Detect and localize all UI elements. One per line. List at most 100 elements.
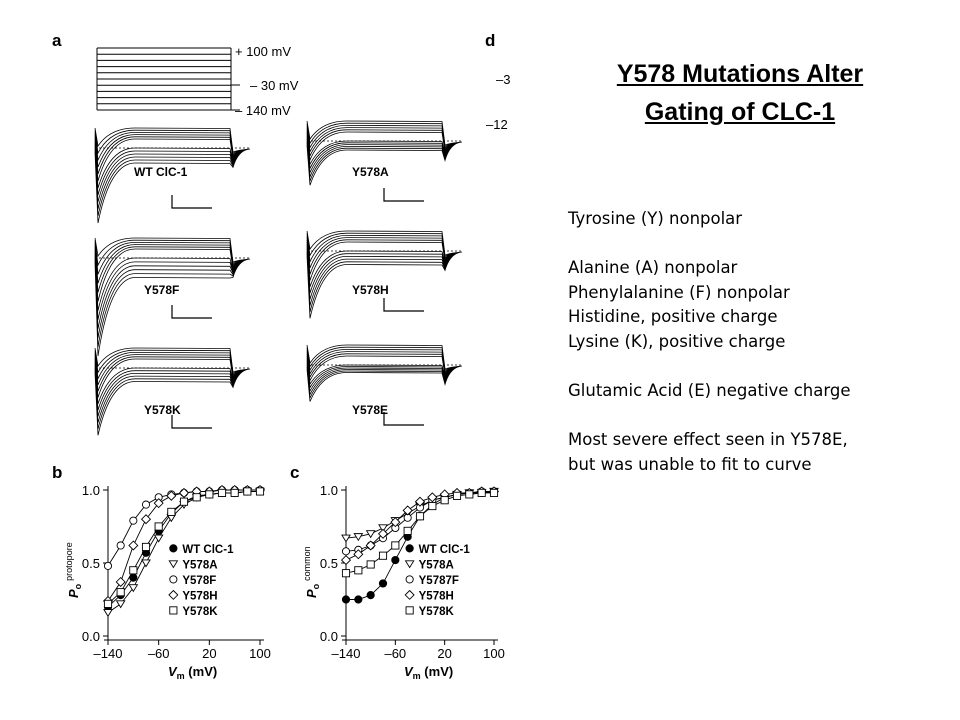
marker-open-square xyxy=(489,488,499,497)
legend-label: WT ClC-1 xyxy=(182,544,234,556)
note-alanine: Alanine (A) nonpolar xyxy=(568,258,738,278)
note-conclusion-1: Most severe effect seen in Y578E, xyxy=(568,430,848,450)
legend-label: Y578K xyxy=(182,606,218,618)
scale-bar xyxy=(171,415,212,429)
marker-open-square xyxy=(378,551,388,560)
protocol-steps xyxy=(96,47,240,111)
marker-open-square xyxy=(341,569,351,578)
marker-triangle-down xyxy=(128,584,139,593)
y-tick-label: 0.0 xyxy=(320,629,338,644)
current-traces xyxy=(94,120,463,436)
legend-label: Y578H xyxy=(419,590,454,602)
marker-diamond xyxy=(115,576,126,588)
marker-open-circle xyxy=(405,575,414,584)
x-axis-label: Vm (mV) xyxy=(404,664,453,681)
protocol-label-minus30: – 30 mV xyxy=(250,78,299,93)
y-axis-label: Poprotopore xyxy=(64,542,83,598)
trace-family-5 xyxy=(94,347,251,436)
legend-label: Y578A xyxy=(182,559,217,571)
scale-bar xyxy=(171,195,212,209)
y-tick-label: 1.0 xyxy=(82,483,100,498)
marker-open-square xyxy=(403,526,412,535)
marker-diamond xyxy=(153,498,164,509)
marker-open-square xyxy=(169,606,178,615)
panel-letter-c: c xyxy=(290,463,299,482)
marker-filled-circle xyxy=(405,544,414,553)
marker-open-square xyxy=(179,497,189,506)
legend-label: Y5787F xyxy=(419,575,459,587)
marker-diamond xyxy=(166,490,177,501)
marker-open-circle xyxy=(341,547,351,556)
marker-open-square xyxy=(154,522,163,531)
marker-filled-circle xyxy=(354,595,363,604)
voltage-protocol xyxy=(96,47,240,111)
marker-triangle-down xyxy=(378,524,388,533)
marker-diamond xyxy=(390,517,401,528)
trace-label-y578h: Y578H xyxy=(352,283,389,297)
trace-label-y578e: Y578E xyxy=(352,403,388,417)
marker-diamond xyxy=(178,487,190,498)
x-tick-label: –140 xyxy=(332,646,361,661)
marker-filled-circle xyxy=(341,595,351,604)
note-lysine: Lysine (K), positive charge xyxy=(568,331,786,351)
trace-family-2 xyxy=(306,120,463,186)
scale-bar xyxy=(383,188,424,202)
marker-diamond xyxy=(353,549,364,560)
legend-label: Y578K xyxy=(419,606,455,618)
marker-open-square xyxy=(415,512,425,521)
slide-title-line-1: Y578 Mutations Alter xyxy=(616,60,864,88)
marker-diamond xyxy=(365,540,376,551)
slide-title: Y578 Mutations Alter Gating of CLC-1 xyxy=(540,55,940,131)
marker-open-square xyxy=(255,487,265,496)
slide-title-line-2: Gating of CLC-1 xyxy=(644,98,836,126)
trace-label-y578k: Y578K xyxy=(144,403,181,417)
trace-family-1 xyxy=(94,127,251,224)
marker-diamond xyxy=(340,555,352,566)
trace-label-wt: WT ClC-1 xyxy=(134,165,188,179)
marker-open-square xyxy=(452,491,462,500)
marker-open-square xyxy=(129,566,138,575)
note-conclusion-2: but was unable to fit to curve xyxy=(568,454,812,474)
y-tick-label: 0.5 xyxy=(82,556,100,571)
marker-open-square xyxy=(217,488,227,497)
marker-triangle-down xyxy=(404,560,415,569)
marker-filled-circle xyxy=(391,555,400,565)
marker-open-circle xyxy=(103,561,113,570)
marker-triangle-down xyxy=(341,534,351,543)
chart-protopore: –140 –60 20 100 0.0 0.5 1.0 Vm (mV) Poprotopore W… xyxy=(64,483,271,681)
marker-triangle-down xyxy=(103,609,113,618)
marker-open-square xyxy=(477,488,486,497)
marker-diamond xyxy=(427,492,438,503)
marker-open-square xyxy=(366,560,375,569)
marker-open-square xyxy=(167,507,176,516)
y-axis-label: Pocommon xyxy=(302,546,321,598)
panel-letter-d: d xyxy=(485,31,495,50)
marker-diamond xyxy=(404,589,415,600)
marker-open-square xyxy=(116,588,125,597)
chart-common: –140 –60 20 100 0.0 0.5 1.0 Vm (mV) Pocommon WT C… xyxy=(302,483,505,681)
protocol-label-minus140: – 140 mV xyxy=(235,103,291,118)
marker-open-circle xyxy=(141,500,151,509)
marker-triangle-down xyxy=(365,530,376,539)
marker-open-square xyxy=(230,488,239,497)
marker-diamond xyxy=(377,528,389,539)
marker-open-circle xyxy=(116,541,125,550)
marker-open-square xyxy=(192,493,201,502)
marker-filled-circle xyxy=(366,591,375,600)
scale-bar xyxy=(383,412,424,426)
marker-open-square xyxy=(440,496,449,505)
marker-filled-circle xyxy=(169,544,178,553)
x-tick-label: –60 xyxy=(148,646,170,661)
note-spacer xyxy=(568,232,948,257)
y-tick-label: 0.5 xyxy=(320,556,338,571)
x-tick-label: –140 xyxy=(94,646,123,661)
marker-diamond xyxy=(402,505,413,516)
note-glutamic: Glutamic Acid (E) negative charge xyxy=(568,381,851,401)
legend-label: WT ClC-1 xyxy=(419,544,471,556)
trace-family-6 xyxy=(306,344,463,402)
x-tick-label: 20 xyxy=(437,646,451,661)
figure: a d b c + 100 mV – 30 mV – 140 mV –3 –12… xyxy=(52,31,510,681)
marker-open-square xyxy=(405,606,414,615)
legend-label: Y578H xyxy=(182,590,217,602)
marker-diamond xyxy=(168,589,179,600)
